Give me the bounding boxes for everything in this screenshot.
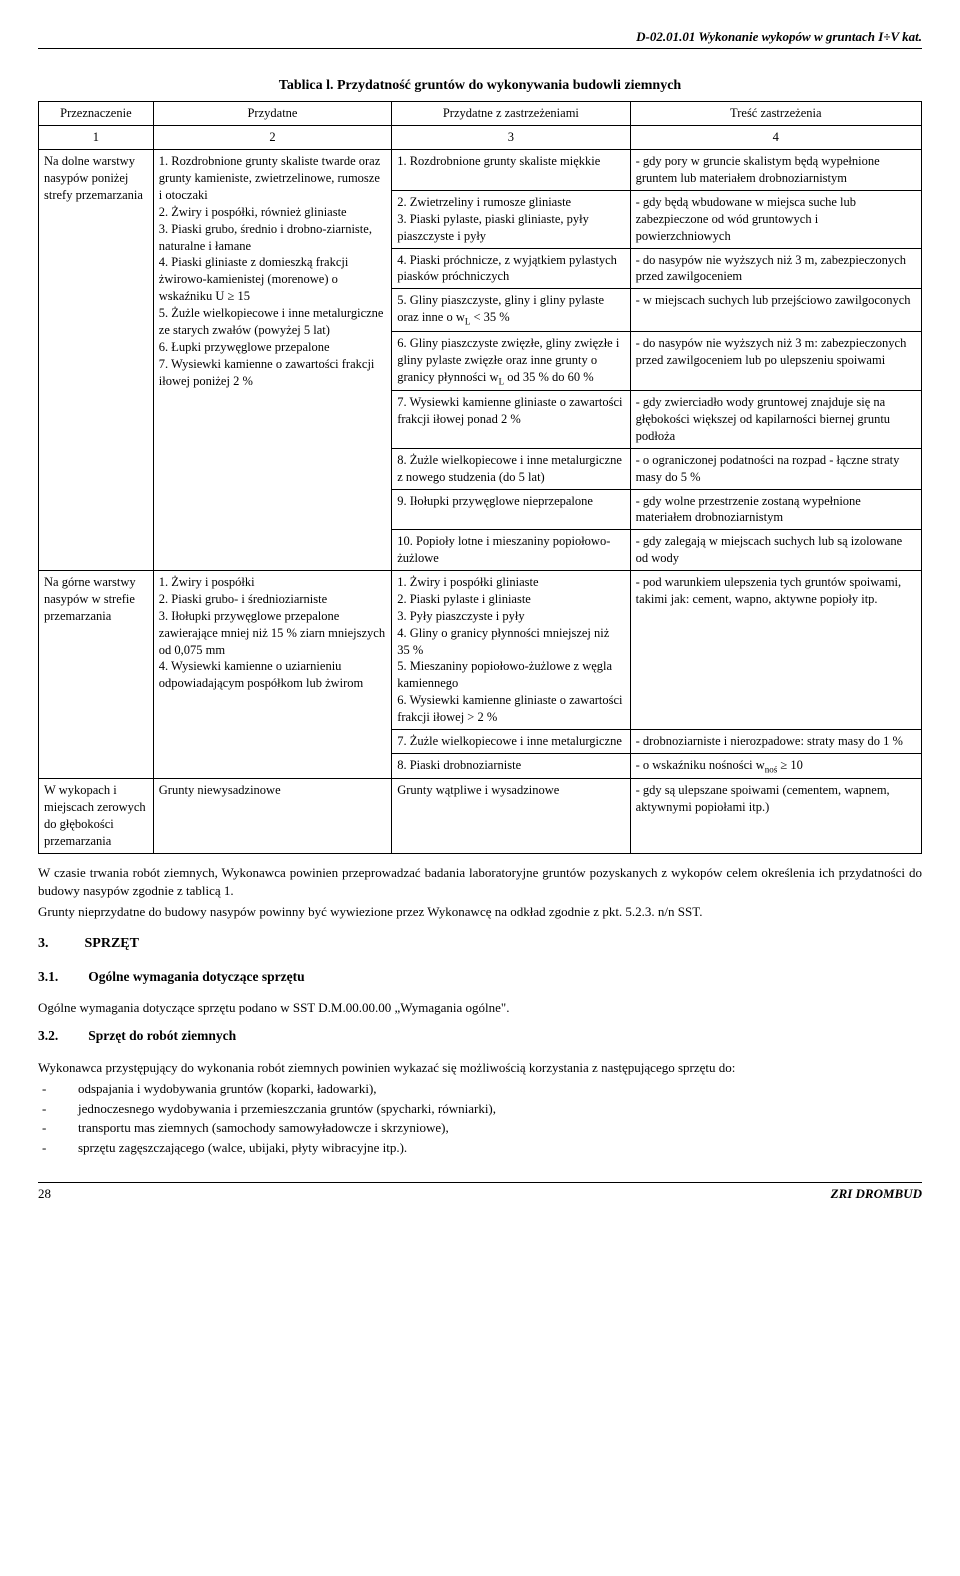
r1-p5-c3: 7. Wysiewki kamienne gliniaste o zawarto… [392,391,630,449]
r2-p1-c4: - drobnoziarniste i nierozpadowe: straty… [630,729,921,753]
sec32-title: Sprzęt do robót ziemnych [88,1028,236,1043]
sec31-num: 3.1. [38,969,58,984]
suitability-table: Przeznaczenie Przydatne Przydatne z zast… [38,101,922,854]
r1-p7-c3: 9. Iłołupki przywęglowe nieprzepalone [392,489,630,530]
table-row: W wykopach i miejscach zerowych do głębo… [39,779,922,854]
colnum-3: 3 [392,126,630,150]
page-footer: 28 ZRI DROMBUD [38,1182,922,1203]
r1-p1-c3: 2. Zwietrzeliny i rumosze gliniaste 3. P… [392,190,630,248]
colnum-4: 4 [630,126,921,150]
r3-col3: Grunty wątpliwe i wysadzinowe [392,779,630,854]
r1-p0-c4: - gdy pory w gruncie skalistym będą wype… [630,150,921,191]
list-item: transportu mas ziemnych (samochody samow… [38,1119,922,1137]
r2-p1-c3: 7. Żużle wielkopiecowe i inne metalurgic… [392,729,630,753]
r2-col2: 1. Żwiry i pospółki 2. Piaski grubo- i ś… [153,571,391,779]
r1-p5-c4: - gdy zwierciadło wody gruntowej znajduj… [630,391,921,449]
sec32-body: Wykonawca przystępujący do wykonania rob… [38,1059,922,1077]
list-item: odspajania i wydobywania gruntów (kopark… [38,1080,922,1098]
page-number: 28 [38,1185,51,1203]
r1-p8-c4: - gdy zalegają w miejscach suchych lub s… [630,530,921,571]
doc-code: D-02.01.01 Wykonanie wykopów w gruntach … [636,29,922,44]
sec32-list: odspajania i wydobywania gruntów (kopark… [38,1080,922,1156]
section-3-heading: 3. SPRZĘT [38,935,922,954]
r1-p3-c3: 5. Gliny piaszczyste, gliny i gliny pyla… [392,289,630,332]
r3-col4: - gdy są ulepszane spoiwami (cementem, w… [630,779,921,854]
r3-col1: W wykopach i miejscach zerowych do głębo… [39,779,154,854]
r2-p2-c4: - o wskaźniku nośności wnoś ≥ 10 [630,753,921,779]
header-rule [38,48,922,49]
r2-p0-c4: - pod warunkiem ulepszenia tych gruntów … [630,571,921,730]
col-header-1: Przeznaczenie [39,102,154,126]
r1-p4-c3: 6. Gliny piaszczyste zwięzłe, gliny zwię… [392,331,630,390]
col-header-3: Przydatne z zastrzeżeniami [392,102,630,126]
r1-col1: Na dolne warstwy nasypów poniżej strefy … [39,150,154,571]
sec3-title: SPRZĘT [85,936,139,951]
section-3-2-heading: 3.2. Sprzęt do robót ziemnych [38,1027,922,1045]
list-item: jednoczesnego wydobywania i przemieszcza… [38,1100,922,1118]
sec31-body: Ogólne wymagania dotyczące sprzętu podan… [38,999,922,1017]
footer-brand: ZRI DROMBUD [831,1185,922,1203]
r3-col2: Grunty niewysadzinowe [153,779,391,854]
after-table-p2: Grunty nieprzydatne do budowy nasypów po… [38,903,922,921]
sec31-title: Ogólne wymagania dotyczące sprzętu [88,969,304,984]
colnum-2: 2 [153,126,391,150]
r1-p6-c3: 8. Żużle wielkopiecowe i inne metalurgic… [392,448,630,489]
r1-p6-c4: - o ograniczonej podatności na rozpad - … [630,448,921,489]
r2-p2-c3: 8. Piaski drobnoziarniste [392,753,630,779]
sec3-num: 3. [38,936,49,951]
r1-p8-c3: 10. Popioły lotne i mieszaniny popiołowo… [392,530,630,571]
doc-header: D-02.01.01 Wykonanie wykopów w gruntach … [38,28,922,49]
r1-p0-c3: 1. Rozdrobnione grunty skaliste miękkie [392,150,630,191]
r1-p1-c4: - gdy będą wbudowane w miejsca suche lub… [630,190,921,248]
table-row: Na dolne warstwy nasypów poniżej strefy … [39,150,922,191]
colnum-1: 1 [39,126,154,150]
table-number-row: 1 2 3 4 [39,126,922,150]
table-title: Tablica l. Przydatność gruntów do wykony… [38,77,922,96]
table-header-row: Przeznaczenie Przydatne Przydatne z zast… [39,102,922,126]
sec32-num: 3.2. [38,1028,58,1043]
r1-p3-c4: - w miejscach suchych lub przejściowo za… [630,289,921,332]
r2-col1: Na górne warstwy nasypów w strefie przem… [39,571,154,779]
col-header-4: Treść zastrzeżenia [630,102,921,126]
r2-p0-c3: 1. Żwiry i pospółki gliniaste 2. Piaski … [392,571,630,730]
after-table-p1: W czasie trwania robót ziemnych, Wykonaw… [38,864,922,899]
r1-col2: 1. Rozdrobnione grunty skaliste twarde o… [153,150,391,571]
list-item: sprzętu zagęszczającego (walce, ubijaki,… [38,1139,922,1157]
section-3-1-heading: 3.1. Ogólne wymagania dotyczące sprzętu [38,968,922,986]
r1-p2-c4: - do nasypów nie wyższych niż 3 m, zabez… [630,248,921,289]
table-row: Na górne warstwy nasypów w strefie przem… [39,571,922,730]
r1-p7-c4: - gdy wolne przestrzenie zostaną wypełni… [630,489,921,530]
r1-p2-c3: 4. Piaski próchnicze, z wyjątkiem pylast… [392,248,630,289]
col-header-2: Przydatne [153,102,391,126]
r1-p4-c4: - do nasypów nie wyższych niż 3 m: zabez… [630,331,921,390]
